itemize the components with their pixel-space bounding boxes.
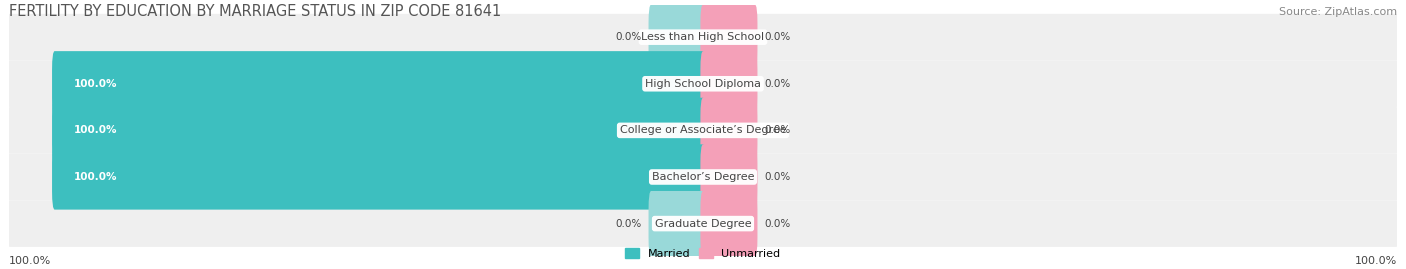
Text: 100.0%: 100.0% — [75, 172, 118, 182]
Text: 0.0%: 0.0% — [765, 219, 790, 229]
Text: 0.0%: 0.0% — [765, 32, 790, 42]
Text: 100.0%: 100.0% — [10, 256, 52, 266]
FancyBboxPatch shape — [700, 98, 758, 163]
Text: 100.0%: 100.0% — [1354, 256, 1396, 266]
Text: High School Diploma: High School Diploma — [645, 79, 761, 89]
Text: 0.0%: 0.0% — [765, 172, 790, 182]
FancyBboxPatch shape — [8, 61, 1398, 107]
FancyBboxPatch shape — [8, 107, 1398, 154]
FancyBboxPatch shape — [700, 144, 758, 210]
Text: Source: ZipAtlas.com: Source: ZipAtlas.com — [1278, 6, 1396, 16]
FancyBboxPatch shape — [52, 144, 706, 210]
FancyBboxPatch shape — [700, 191, 758, 256]
Text: Graduate Degree: Graduate Degree — [655, 219, 751, 229]
Text: Less than High School: Less than High School — [641, 32, 765, 42]
Text: 100.0%: 100.0% — [75, 79, 118, 89]
Text: FERTILITY BY EDUCATION BY MARRIAGE STATUS IN ZIP CODE 81641: FERTILITY BY EDUCATION BY MARRIAGE STATU… — [10, 4, 502, 19]
FancyBboxPatch shape — [52, 98, 706, 163]
Legend: Married, Unmarried: Married, Unmarried — [621, 244, 785, 263]
FancyBboxPatch shape — [8, 154, 1398, 200]
Text: 0.0%: 0.0% — [616, 32, 641, 42]
Text: Bachelor’s Degree: Bachelor’s Degree — [652, 172, 754, 182]
FancyBboxPatch shape — [700, 51, 758, 116]
FancyBboxPatch shape — [648, 5, 706, 70]
FancyBboxPatch shape — [648, 191, 706, 256]
Text: 0.0%: 0.0% — [616, 219, 641, 229]
Text: 100.0%: 100.0% — [75, 125, 118, 135]
FancyBboxPatch shape — [8, 14, 1398, 61]
FancyBboxPatch shape — [52, 51, 706, 116]
FancyBboxPatch shape — [700, 5, 758, 70]
Text: College or Associate’s Degree: College or Associate’s Degree — [620, 125, 786, 135]
FancyBboxPatch shape — [8, 200, 1398, 247]
Text: 0.0%: 0.0% — [765, 125, 790, 135]
Text: 0.0%: 0.0% — [765, 79, 790, 89]
